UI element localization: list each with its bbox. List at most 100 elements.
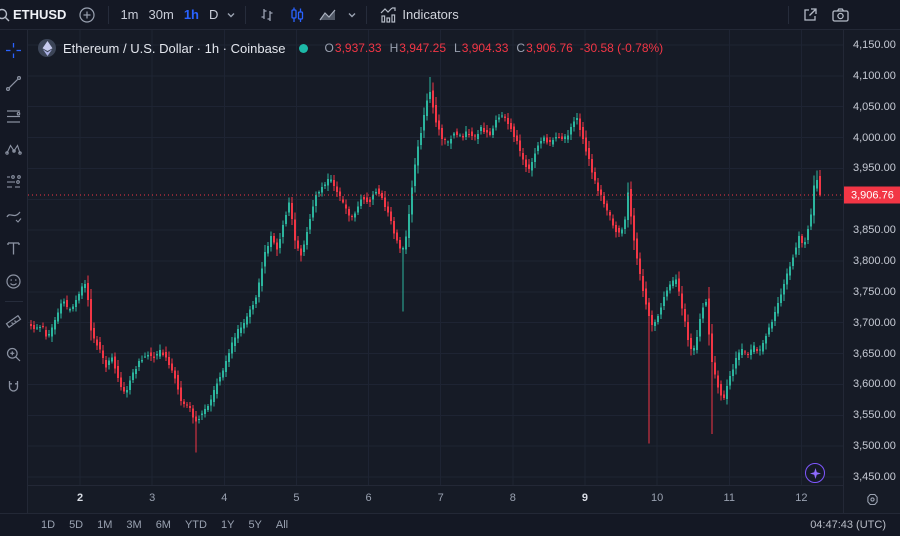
candle-body [651,314,653,326]
candle-body [642,276,644,292]
chart-pane[interactable]: Ethereum / U.S. Dollar · 1h · Coinbase O… [28,30,843,513]
indicators-button[interactable]: Indicators [373,3,464,27]
candle-body [168,357,170,366]
clock-utc[interactable]: 04:47:43 (UTC) [810,519,886,531]
style-menu-button[interactable] [344,3,360,27]
snapshot-button[interactable] [825,3,856,27]
legend-symbol-title[interactable]: Ethereum / U.S. Dollar · 1h · Coinbase [63,40,286,56]
candle-body [402,247,404,250]
candle-body [504,116,506,118]
candle-body [114,356,116,369]
candle-body [339,191,341,196]
range-5y[interactable]: 5Y [248,519,262,531]
candle-body [99,341,101,350]
candle-body [105,360,107,368]
interval-menu-button[interactable] [223,3,239,27]
candle-body [774,312,776,322]
range-toolbar: 1D 5D 1M 3M 6M YTD 1Y 5Y All 04:47:43 (UTC) [0,513,900,536]
candle-body [555,137,557,139]
area-style-button[interactable] [312,3,344,27]
candle-body [48,333,50,336]
symbol-search-button[interactable]: ETHUSD [11,3,72,27]
time-axis[interactable]: 2 3 4 5 6 7 8 9 10 11 12 [28,485,843,513]
candle-body [273,236,275,243]
range-1m[interactable]: 1M [97,519,113,531]
range-5d[interactable]: 5D [69,519,84,531]
candle-body [195,416,197,422]
tool-trend-line[interactable] [2,67,26,100]
range-1d[interactable]: 1D [41,519,56,531]
candle-body [330,179,332,182]
ethereum-logo [38,39,56,57]
share-icon [801,6,819,24]
interval-30m[interactable]: 30m [148,7,174,22]
candle-body [804,242,806,245]
candle-body [630,189,632,217]
candle-body [267,246,269,254]
ai-sparkle-button[interactable] [805,463,825,483]
candle-body [210,399,212,406]
axis-settings-gear-icon[interactable] [844,485,900,513]
candle-body [174,370,176,379]
candle-body [414,164,416,186]
candle-body [588,147,590,160]
tool-zoom-in[interactable] [2,338,26,371]
candle-style-button[interactable] [282,3,312,27]
candle-body [549,140,551,142]
tool-crosshair[interactable] [2,34,26,67]
candle-body [123,387,125,392]
candle-body [144,356,146,358]
range-3m[interactable]: 3M [126,519,142,531]
interval-D[interactable]: D [208,7,219,22]
price-axis-label: 4,100.00 [853,69,896,82]
publish-button[interactable] [795,3,825,27]
tool-fib-retracement[interactable] [2,100,26,133]
price-axis-label: 3,850.00 [853,224,896,237]
compare-add-button[interactable] [72,3,102,27]
candle-body [72,306,74,310]
price-axis[interactable]: 3,906.76 4,150.00 4,100.00 4,050.00 4,000.0… [843,30,900,513]
bar-style-button[interactable] [252,3,282,27]
candle-body [216,383,218,394]
interval-1h[interactable]: 1h [183,7,199,22]
candle-body [378,188,380,194]
range-all[interactable]: All [275,519,289,531]
interval-1m[interactable]: 1m [120,7,139,22]
time-axis-label: 4 [221,492,228,504]
tool-emoji[interactable] [2,265,26,298]
candle-body [186,404,188,406]
candle-body [147,354,149,357]
tool-text[interactable] [2,232,26,265]
candle-body [762,342,764,352]
tool-forecast[interactable] [2,166,26,199]
candle-body [87,282,89,300]
candle-body [288,202,290,213]
tool-brush[interactable] [2,199,26,232]
candle-body [462,136,464,138]
candle-body [357,206,359,213]
range-6m[interactable]: 6M [155,519,171,531]
range-1y[interactable]: 1Y [220,519,235,531]
candle-body [342,199,344,203]
candle-body [108,360,110,366]
candle-body [567,135,569,140]
candle-body [225,361,227,373]
candle-body [252,305,254,310]
tool-ruler[interactable] [2,305,26,338]
candle-body [705,301,707,306]
candle-body [429,91,431,99]
tool-magnet[interactable] [2,371,26,404]
candle-body [351,216,353,218]
ohlc-o: O 3,937.33 [324,41,382,55]
range-ytd[interactable]: YTD [184,519,207,531]
candle-body [366,197,368,202]
tool-xabcd-pattern[interactable] [2,133,26,166]
candle-body [519,140,521,152]
candle-body [792,257,794,267]
time-axis-label: 9 [581,492,589,504]
candle-body [327,178,329,186]
candle-body [615,224,617,232]
market-status-dot[interactable] [298,43,308,53]
candlestick-chart[interactable] [28,30,843,485]
time-axis-label: 3 [149,492,156,504]
